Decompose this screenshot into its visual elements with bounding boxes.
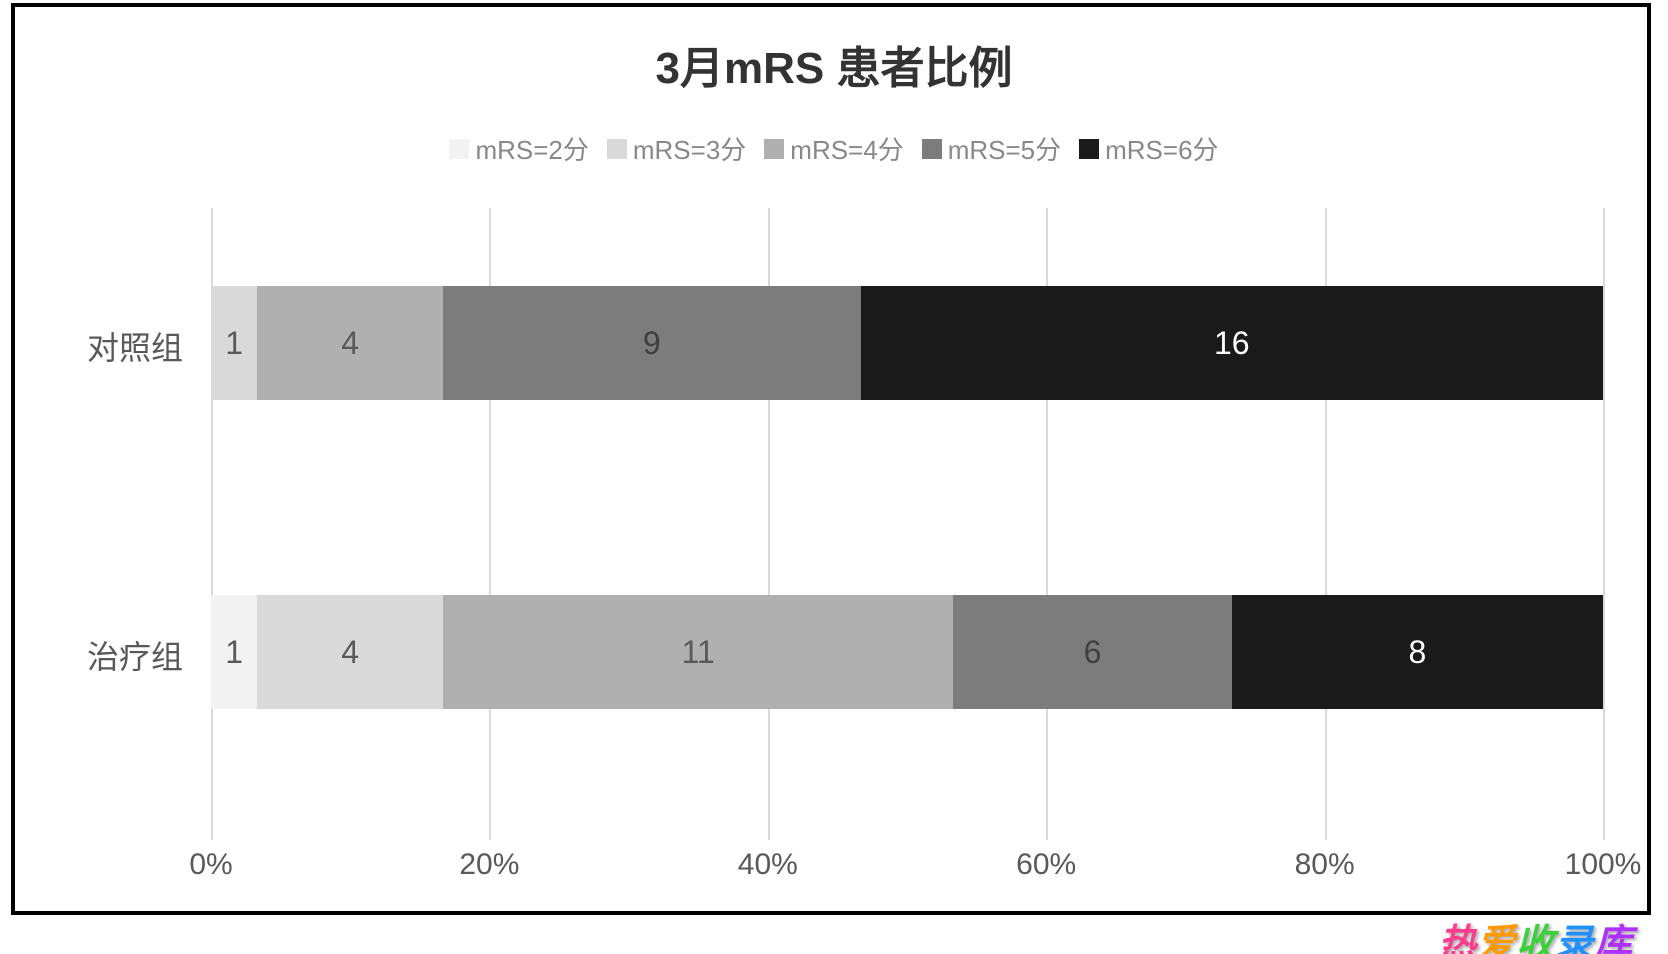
bar-segment-value: 1 <box>225 325 243 362</box>
legend-label: mRS=3分 <box>633 130 746 167</box>
bar-segment: 1 <box>211 595 257 709</box>
legend-item: mRS=6分 <box>1079 130 1218 167</box>
x-tick-mark <box>1603 826 1605 840</box>
bar-segment: 4 <box>257 595 443 709</box>
bar-segment: 9 <box>443 286 861 400</box>
watermark-char: 收 <box>1516 923 1555 954</box>
legend-swatch <box>922 139 942 159</box>
x-tick-label: 0% <box>189 848 232 882</box>
bar-control: 1 4 9 16 <box>211 286 1603 400</box>
bar-segment-value: 8 <box>1408 634 1426 671</box>
legend-item: mRS=4分 <box>764 130 903 167</box>
legend-swatch <box>449 139 469 159</box>
bar-segment-value: 4 <box>341 634 359 671</box>
watermark-char: 热 <box>1438 923 1477 954</box>
y-axis-label-treatment: 治疗组 <box>87 632 183 678</box>
bar-segment: 4 <box>257 286 443 400</box>
bar-segment: 11 <box>443 595 953 709</box>
bar-segment-value: 11 <box>682 634 715 671</box>
legend-swatch <box>1079 139 1099 159</box>
watermark-char: 爱 <box>1477 923 1516 954</box>
plot-area: 0%20%40%60%80%100%14916141168 <box>211 208 1603 826</box>
x-tick-label: 20% <box>459 848 519 882</box>
bar-segment: 8 <box>1232 595 1603 709</box>
x-tick-mark <box>768 826 770 840</box>
legend-label: mRS=5分 <box>948 130 1061 167</box>
bar-segment-value: 1 <box>225 634 243 671</box>
x-tick-label: 100% <box>1565 848 1642 882</box>
legend-label: mRS=2分 <box>475 130 588 167</box>
bar-segment-value: 9 <box>643 325 661 362</box>
x-tick-label: 40% <box>738 848 798 882</box>
legend-item: mRS=3分 <box>607 130 746 167</box>
y-axis-label-control: 对照组 <box>87 323 183 369</box>
x-tick-mark <box>211 826 213 840</box>
legend-swatch <box>607 139 627 159</box>
bar-segment: 1 <box>211 286 257 400</box>
bar-segment-value: 16 <box>1214 325 1250 362</box>
bar-segment: 6 <box>953 595 1231 709</box>
bar-segment-value: 4 <box>341 325 359 362</box>
x-tick-mark <box>1046 826 1048 840</box>
legend-label: mRS=4分 <box>790 130 903 167</box>
chart-legend: mRS=2分 mRS=3分 mRS=4分 mRS=5分 mRS=6分 <box>0 130 1668 167</box>
watermark-text: 热爱收录库 <box>1438 912 1633 954</box>
bar-segment-value: 6 <box>1084 634 1102 671</box>
gridline <box>1603 208 1605 826</box>
legend-label: mRS=6分 <box>1105 130 1218 167</box>
watermark-char: 库 <box>1594 923 1633 954</box>
legend-item: mRS=5分 <box>922 130 1061 167</box>
chart-title: 3月mRS 患者比例 <box>0 32 1668 96</box>
watermark-char: 录 <box>1555 923 1594 954</box>
x-tick-label: 80% <box>1295 848 1355 882</box>
x-tick-mark <box>1325 826 1327 840</box>
x-tick-mark <box>489 826 491 840</box>
legend-swatch <box>764 139 784 159</box>
bar-treatment: 1 4 11 6 8 <box>211 595 1603 709</box>
legend-item: mRS=2分 <box>449 130 588 167</box>
x-tick-label: 60% <box>1016 848 1076 882</box>
bar-segment: 16 <box>861 286 1603 400</box>
